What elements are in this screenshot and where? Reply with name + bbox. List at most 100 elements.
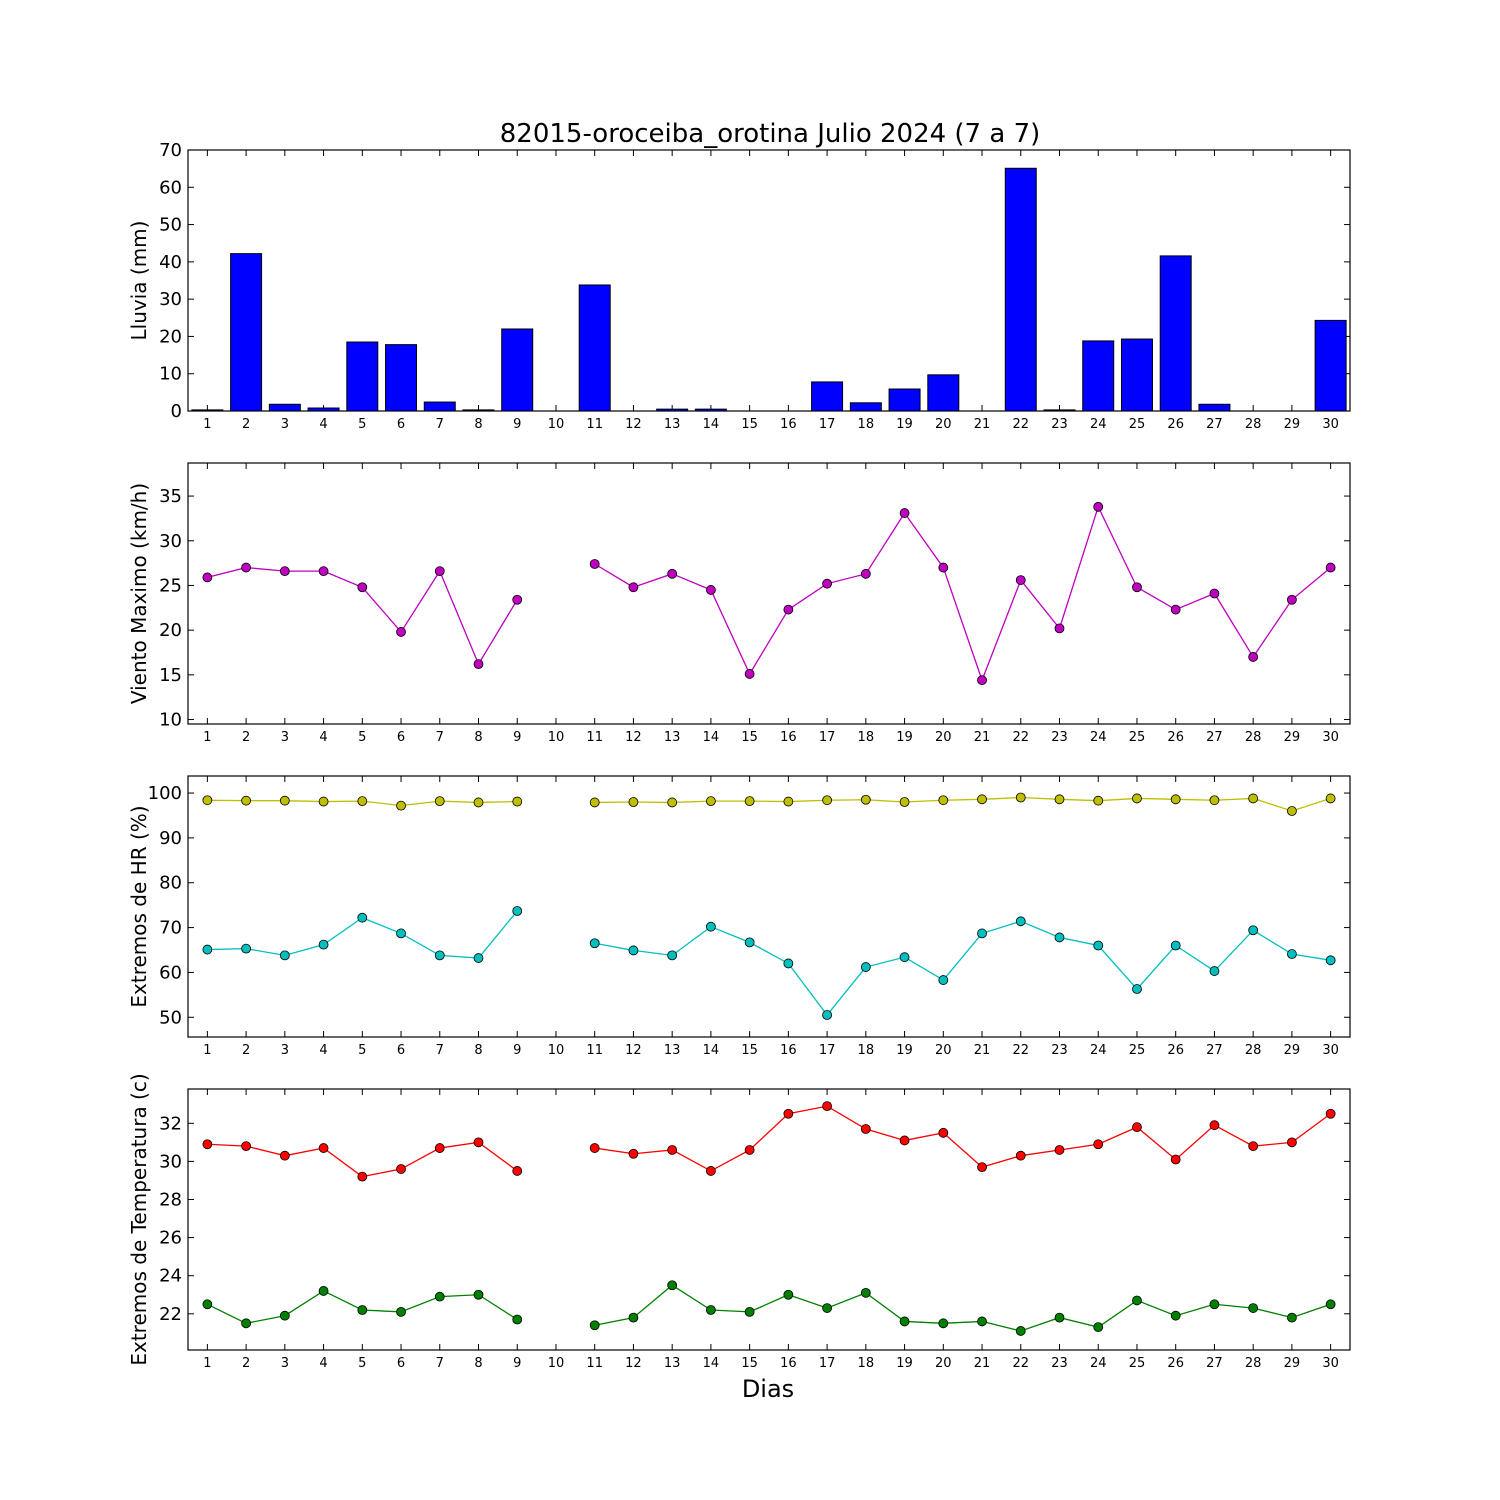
x-tick-label: 29 xyxy=(1284,417,1301,432)
x-tick-label: 27 xyxy=(1206,730,1223,745)
bar xyxy=(268,403,301,412)
data-point xyxy=(783,1108,794,1119)
series-line xyxy=(594,920,1331,1017)
data-point xyxy=(1209,1120,1220,1131)
data-point xyxy=(279,950,290,961)
x-tick-label: 8 xyxy=(474,1356,482,1371)
x-tick-label: 9 xyxy=(513,417,521,432)
x-tick-label: 22 xyxy=(1012,1356,1029,1371)
data-point xyxy=(589,938,600,949)
series-line xyxy=(594,1105,1332,1172)
bar xyxy=(462,409,495,412)
x-tick-label: 18 xyxy=(858,1356,875,1371)
data-point xyxy=(938,1318,949,1329)
data-point xyxy=(241,1318,252,1329)
x-tick-label: 20 xyxy=(935,730,952,745)
x-tick-label: 18 xyxy=(858,730,875,745)
x-tick-label: 1 xyxy=(203,1356,211,1371)
x-tick-label: 30 xyxy=(1322,730,1339,745)
x-tick-label: 7 xyxy=(436,730,444,745)
y-tick-label: 90 xyxy=(159,828,182,849)
y-tick-label: 30 xyxy=(159,1151,182,1172)
x-tick-label: 21 xyxy=(974,417,991,432)
bar xyxy=(927,374,960,412)
x-tick-label: 25 xyxy=(1129,1356,1146,1371)
data-point xyxy=(202,1139,213,1150)
data-point xyxy=(783,1289,794,1300)
x-tick-label: 9 xyxy=(513,1356,521,1371)
data-point xyxy=(1093,1322,1104,1333)
x-tick-label: 11 xyxy=(586,417,603,432)
y-tick-label: 60 xyxy=(159,962,182,983)
x-tick-label: 16 xyxy=(780,1356,797,1371)
data-point xyxy=(589,1320,600,1331)
x-tick-label: 25 xyxy=(1129,417,1146,432)
data-point xyxy=(318,939,329,950)
data-point xyxy=(1093,501,1104,512)
data-point xyxy=(938,795,949,806)
y-tick-label: 30 xyxy=(159,531,182,552)
bar xyxy=(811,381,844,412)
data-point xyxy=(1325,955,1336,966)
data-point xyxy=(1093,795,1104,806)
data-point xyxy=(977,928,987,939)
data-point xyxy=(241,1141,252,1152)
data-point xyxy=(357,1171,368,1182)
data-point xyxy=(434,1143,445,1153)
x-tick-label: 2 xyxy=(242,730,250,745)
data-point xyxy=(977,675,987,686)
x-tick-label: 5 xyxy=(358,1356,366,1371)
data-point xyxy=(899,1316,910,1327)
data-point xyxy=(1209,966,1220,976)
data-point xyxy=(977,1316,987,1327)
data-point xyxy=(628,945,639,956)
y-axis-label: Viento Maximo (km/h) xyxy=(127,483,151,704)
data-point xyxy=(1132,1295,1142,1306)
y-tick-label: 20 xyxy=(159,620,182,641)
y-tick-label: 22 xyxy=(159,1304,182,1325)
x-tick-label: 6 xyxy=(397,417,405,432)
series-line xyxy=(594,1284,1331,1332)
y-tick-label: 80 xyxy=(159,873,182,894)
data-point xyxy=(628,582,639,593)
x-tick-label: 8 xyxy=(474,1043,482,1058)
bar xyxy=(656,408,689,412)
data-point xyxy=(1170,604,1181,615)
data-point xyxy=(977,794,987,805)
bar xyxy=(501,328,534,412)
data-point xyxy=(1248,925,1259,936)
data-point xyxy=(783,958,794,969)
data-point xyxy=(1287,1137,1297,1148)
y-tick-label: 100 xyxy=(148,783,182,804)
data-point xyxy=(667,1145,678,1155)
x-tick-label: 16 xyxy=(780,730,797,745)
x-tick-label: 28 xyxy=(1245,1356,1262,1371)
data-point xyxy=(744,796,755,807)
data-point xyxy=(1287,806,1297,816)
x-tick-label: 2 xyxy=(242,1043,250,1058)
x-tick-label: 7 xyxy=(436,1356,444,1371)
y-axis-label: Extremos de HR (%) xyxy=(127,805,151,1007)
x-axis-label: Dias xyxy=(742,1375,794,1403)
data-point xyxy=(667,797,678,808)
data-point xyxy=(860,1287,871,1298)
data-point xyxy=(1170,1310,1181,1321)
x-tick-label: 4 xyxy=(319,417,327,432)
x-tick-label: 3 xyxy=(281,1043,289,1058)
x-tick-label: 11 xyxy=(586,1356,603,1371)
x-tick-label: 30 xyxy=(1322,1356,1339,1371)
data-point xyxy=(744,1306,755,1317)
x-tick-label: 22 xyxy=(1012,1043,1029,1058)
plot-frame xyxy=(187,1088,1351,1351)
x-tick-label: 13 xyxy=(664,730,681,745)
data-point xyxy=(628,797,639,807)
bar xyxy=(230,253,263,412)
y-tick-label: 20 xyxy=(159,326,182,347)
data-point xyxy=(1325,793,1336,804)
x-tick-label: 25 xyxy=(1129,730,1146,745)
data-point xyxy=(899,797,910,807)
data-point xyxy=(822,1010,832,1020)
bar xyxy=(1082,340,1115,412)
x-tick-label: 20 xyxy=(935,1356,952,1371)
x-tick-label: 29 xyxy=(1284,730,1301,745)
